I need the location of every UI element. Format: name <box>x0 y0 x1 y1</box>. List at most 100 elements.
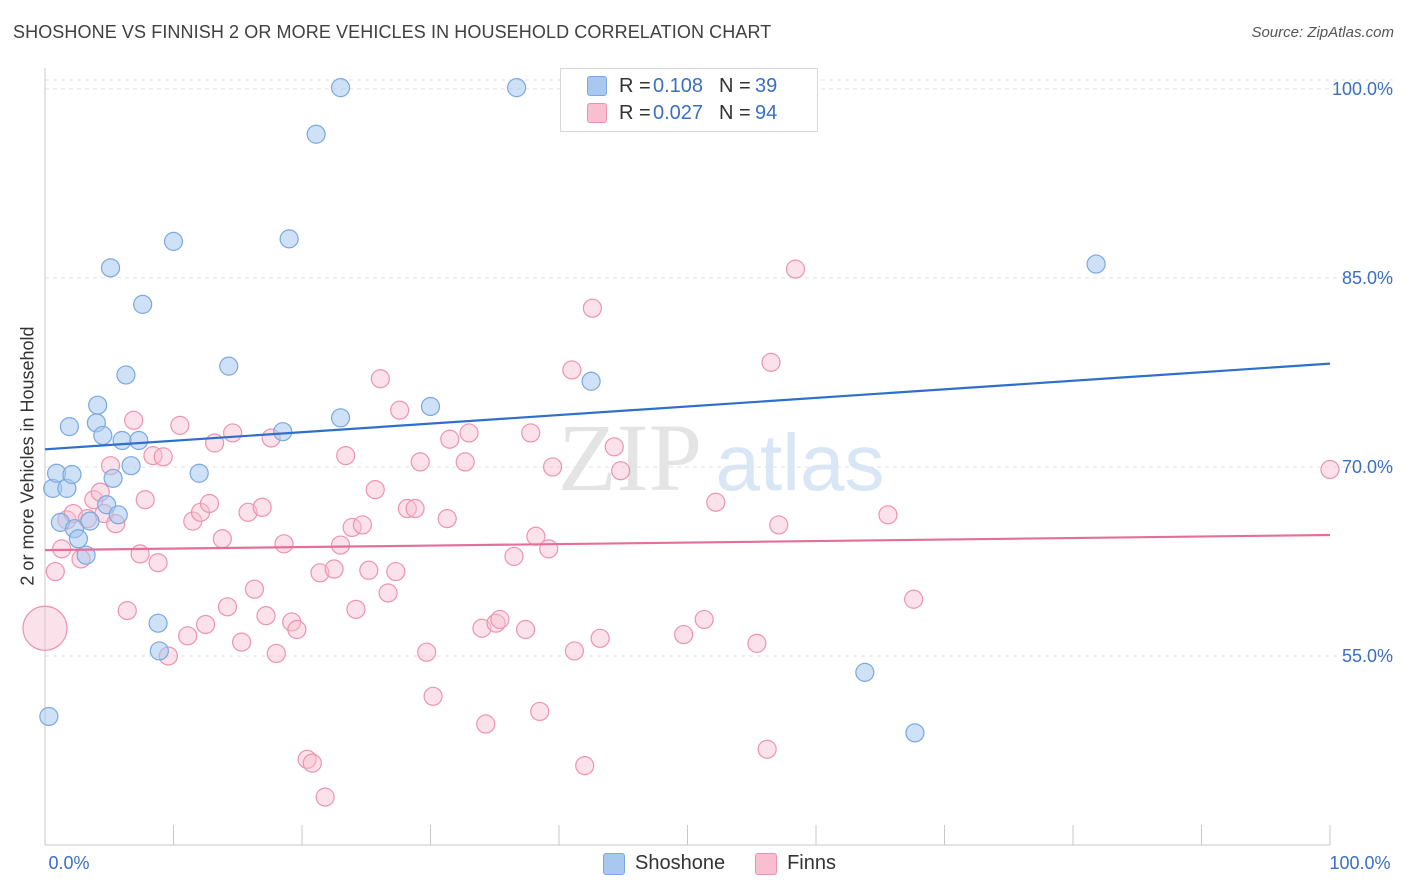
finns-point <box>148 553 168 573</box>
finns-point <box>143 446 163 466</box>
shoshone-point <box>330 408 351 428</box>
shoshone-point <box>330 78 351 98</box>
shoshone-point <box>506 78 527 98</box>
correlation-legend: R = 0.108 N = 39 R = 0.027 N = 94 <box>560 68 818 132</box>
finns-point <box>539 539 559 559</box>
legend-row-shoshone: R = 0.108 N = 39 <box>587 74 777 98</box>
shoshone-swatch <box>587 76 607 96</box>
shoshone-point <box>279 229 299 249</box>
finns-point <box>769 515 789 535</box>
finns-point <box>359 560 379 580</box>
legend-row-finns: R = 0.027 N = 94 <box>587 101 777 125</box>
finns-point <box>785 259 806 279</box>
finns-point <box>582 298 603 318</box>
finns-swatch <box>587 103 607 123</box>
finns-point <box>274 534 294 554</box>
finns-point <box>472 618 492 638</box>
shoshone-trend-line <box>44 362 1331 451</box>
finns-point <box>757 739 777 759</box>
finns-point <box>747 633 767 653</box>
shoshone-point <box>80 511 100 531</box>
shoshone-point <box>88 395 108 415</box>
finns-point <box>490 609 510 630</box>
finns-point <box>423 686 443 706</box>
chart-title: SHOSHONE VS FINNISH 2 OR MORE VEHICLES I… <box>13 22 772 42</box>
finns-point <box>302 753 322 773</box>
r-label: R = <box>619 101 651 124</box>
finns-point <box>604 437 624 457</box>
finns-point <box>352 515 372 535</box>
finns-point <box>562 360 582 380</box>
n-label: N = <box>719 74 751 97</box>
finns-point <box>223 423 243 443</box>
finns-point <box>440 429 460 449</box>
finns-point <box>530 701 550 722</box>
finns-point <box>370 369 390 389</box>
shoshone-point <box>108 505 128 525</box>
finns-point <box>674 624 694 645</box>
finns-point <box>130 544 150 564</box>
shoshone-point <box>116 365 136 385</box>
shoshone-point <box>93 425 113 446</box>
shoshone-point <box>121 456 141 476</box>
finns-point <box>564 641 585 661</box>
shoshone-point <box>189 463 209 483</box>
series-legend: Shoshone Finns <box>603 852 866 875</box>
finns-point <box>542 457 563 477</box>
shoshone-points <box>39 78 1106 743</box>
finns-n-value: 94 <box>755 101 778 124</box>
finns-point <box>590 628 610 648</box>
x-tick-label-min: 0.0% <box>48 853 89 873</box>
finns-point <box>904 589 924 609</box>
shoshone-point <box>163 231 184 251</box>
finns-point <box>45 561 65 582</box>
finns-legend-swatch <box>755 852 778 875</box>
finns-point <box>378 583 398 603</box>
y-tick-label: 55.0% <box>1342 646 1393 666</box>
finns-point <box>397 498 417 519</box>
finns-point <box>386 561 406 582</box>
finns-point <box>324 559 344 579</box>
finns-point <box>212 529 232 549</box>
watermark-zip: ZIP <box>558 404 702 511</box>
shoshone-point <box>129 430 149 451</box>
shoshone-point <box>149 641 169 661</box>
finns-point <box>437 509 457 529</box>
finns-point <box>238 502 258 522</box>
legend-item-shoshone[interactable]: Shoshone <box>603 852 725 875</box>
finns-point <box>196 614 216 635</box>
finns-point <box>504 546 524 567</box>
finns-point <box>22 605 68 651</box>
legend-item-finns[interactable]: Finns <box>755 852 836 875</box>
finns-point <box>135 490 155 510</box>
finns-point <box>611 461 631 481</box>
finns-point <box>266 643 286 664</box>
finns-point <box>694 609 714 630</box>
shoshone-r-value: 0.108 <box>653 74 704 97</box>
finns-point <box>486 613 506 633</box>
y-tick-label: 100.0% <box>1332 79 1393 99</box>
finns-point <box>455 452 475 472</box>
shoshone-legend-swatch <box>603 852 625 875</box>
finns-point <box>417 642 437 662</box>
finns-legend-label: Finns <box>787 852 836 874</box>
n-label: N = <box>719 101 751 124</box>
shoshone-point <box>133 294 153 314</box>
source-note: Source: ZipAtlas.com <box>1251 24 1394 41</box>
shoshone-n-value: 39 <box>755 74 778 97</box>
finns-point <box>232 632 252 652</box>
shoshone-point <box>219 356 239 376</box>
finns-point <box>459 423 479 443</box>
finns-point <box>336 446 356 466</box>
finns-point <box>390 400 410 420</box>
shoshone-point <box>59 417 80 437</box>
finns-point <box>117 601 137 621</box>
finns-point <box>315 787 335 807</box>
finns-point <box>330 535 351 555</box>
finns-point <box>244 579 265 599</box>
finns-trend-line <box>44 533 1331 552</box>
shoshone-point <box>420 396 441 417</box>
finns-point <box>256 606 276 626</box>
shoshone-point <box>39 706 59 727</box>
finns-point <box>706 492 726 512</box>
